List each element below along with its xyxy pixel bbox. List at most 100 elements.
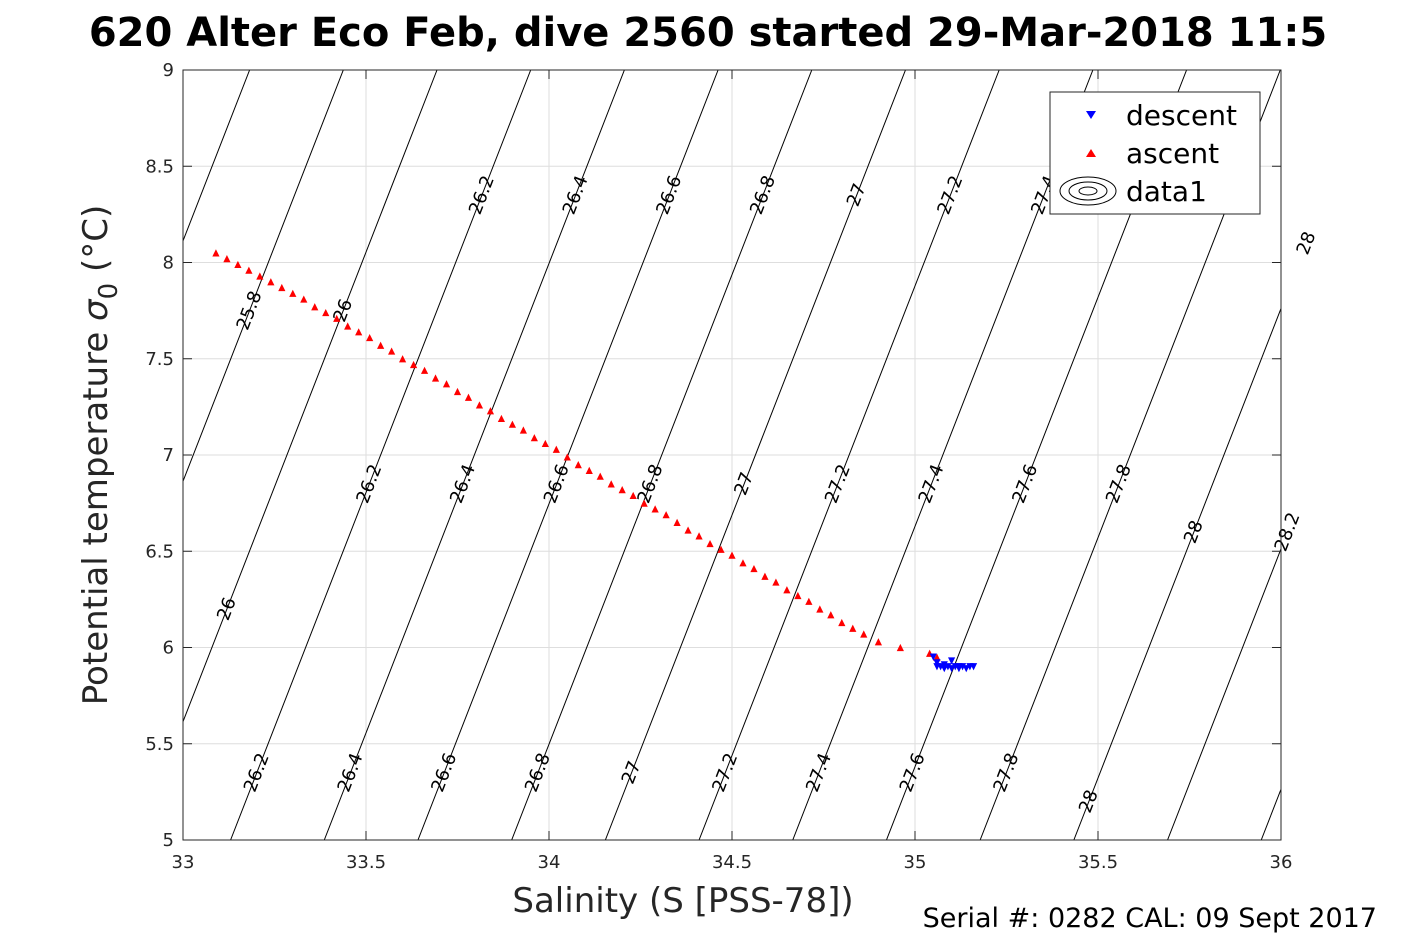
y-tick-label: 6.5	[145, 541, 174, 562]
ascent-point	[662, 511, 670, 519]
ascent-point	[684, 526, 692, 534]
ascent-point	[234, 260, 242, 269]
y-tick-label: 8	[163, 253, 174, 274]
y-tick-label: 5.5	[145, 734, 174, 755]
ascent-point	[278, 283, 286, 292]
ascent-point	[673, 518, 681, 526]
y-axis-ticks: 5 5.5 6 6.5 7 7.5 8 8.5 9	[145, 60, 1281, 851]
density-contours	[183, 70, 1417, 840]
descent-point	[933, 659, 941, 667]
ascent-point	[717, 545, 725, 553]
ascent-point	[541, 439, 549, 448]
ascent-point	[596, 472, 604, 480]
x-tick-label: 34.5	[712, 852, 752, 873]
ascent-point	[750, 564, 758, 573]
y-tick-label: 6	[163, 638, 174, 659]
ascent-point	[838, 618, 846, 627]
ascent-point	[475, 401, 484, 409]
contour-line	[1167, 547, 1281, 840]
y-tick-label: 5	[163, 830, 174, 851]
y-axis-label-subscript: 0	[94, 283, 124, 300]
ascent-point	[552, 445, 560, 453]
descent-point	[969, 663, 978, 671]
contour-line	[183, 70, 344, 483]
x-tick-label: 33	[172, 852, 195, 873]
ascent-point	[453, 387, 462, 396]
x-tick-label: 35.5	[1078, 852, 1118, 873]
ascent-point	[761, 572, 769, 580]
ascent-point	[245, 266, 253, 274]
contour-label: 28	[1293, 229, 1321, 258]
ascent-point	[629, 491, 637, 500]
y-axis-label-unit: (°C)	[76, 205, 116, 283]
ascent-point	[530, 434, 538, 442]
ascent-point	[933, 653, 941, 661]
ascent-point	[563, 453, 571, 461]
ascent-point	[267, 278, 275, 286]
contour-line	[511, 70, 813, 840]
ascent-point	[651, 505, 659, 513]
ascent-point	[640, 499, 648, 507]
ascent-point	[464, 393, 473, 401]
descent-point	[940, 665, 948, 673]
ascent-point	[816, 605, 824, 613]
ascent-point	[849, 624, 857, 632]
x-tick-label: 36	[1270, 852, 1293, 873]
legend-descent-marker	[1086, 111, 1096, 119]
legend-descent-label: descent	[1126, 99, 1237, 132]
grid	[183, 70, 1281, 840]
contour-line	[183, 70, 438, 724]
x-axis-ticks: 33 33.5 34 34.5 35 35.5 36	[172, 70, 1293, 873]
ascent-point	[585, 466, 593, 474]
y-tick-label: 8.5	[145, 156, 174, 177]
contour-line	[183, 70, 251, 243]
ascent-point	[783, 586, 791, 594]
descent-point	[962, 665, 970, 673]
contour-line	[1260, 787, 1281, 840]
descent-point	[944, 663, 952, 671]
ascent-point	[827, 611, 835, 619]
legend-data1-marker	[1059, 176, 1117, 206]
ascent-point	[739, 559, 747, 567]
contour-line	[698, 70, 1000, 840]
ascent-point	[420, 366, 429, 374]
y-tick-label: 7	[163, 445, 174, 466]
ascent-point	[399, 355, 407, 363]
ascent-point	[896, 643, 904, 652]
ascent-point	[256, 272, 264, 280]
descent-point	[929, 653, 937, 661]
ascent-point	[497, 414, 506, 423]
ascent-series	[212, 249, 941, 661]
ascent-point	[333, 314, 341, 322]
ascent-point	[860, 630, 868, 638]
contour-line	[1355, 70, 1417, 840]
contour-line	[1073, 307, 1281, 840]
ascent-point	[355, 328, 363, 336]
legend-ascent-marker	[1086, 149, 1096, 157]
ascent-point	[874, 638, 882, 646]
ascent-point	[289, 289, 297, 297]
descent-point	[948, 665, 956, 673]
descent-point	[948, 657, 956, 665]
y-axis-label-symbol: σ	[76, 298, 116, 321]
y-tick-label: 7.5	[145, 349, 174, 370]
ascent-point	[442, 380, 451, 388]
ascent-point	[728, 551, 736, 559]
ascent-point	[486, 407, 495, 415]
chart-title: 620 Alter Eco Feb, dive 2560 started 29-…	[89, 10, 1327, 56]
contour-line	[323, 70, 625, 840]
ascent-point	[366, 333, 374, 342]
ascent-point	[212, 249, 220, 257]
y-tick-label: 9	[163, 60, 174, 81]
ascent-point	[431, 374, 440, 382]
legend-ascent-label: ascent	[1126, 137, 1219, 170]
ascent-point	[409, 360, 418, 369]
ascent-point	[300, 295, 308, 303]
ascent-point	[574, 461, 582, 469]
ascent-point	[706, 539, 714, 548]
ascent-point	[794, 591, 802, 600]
y-axis-label: Potential temperature σ0 (°C)	[76, 205, 124, 705]
descent-point	[940, 661, 948, 669]
ascent-point	[519, 426, 527, 434]
